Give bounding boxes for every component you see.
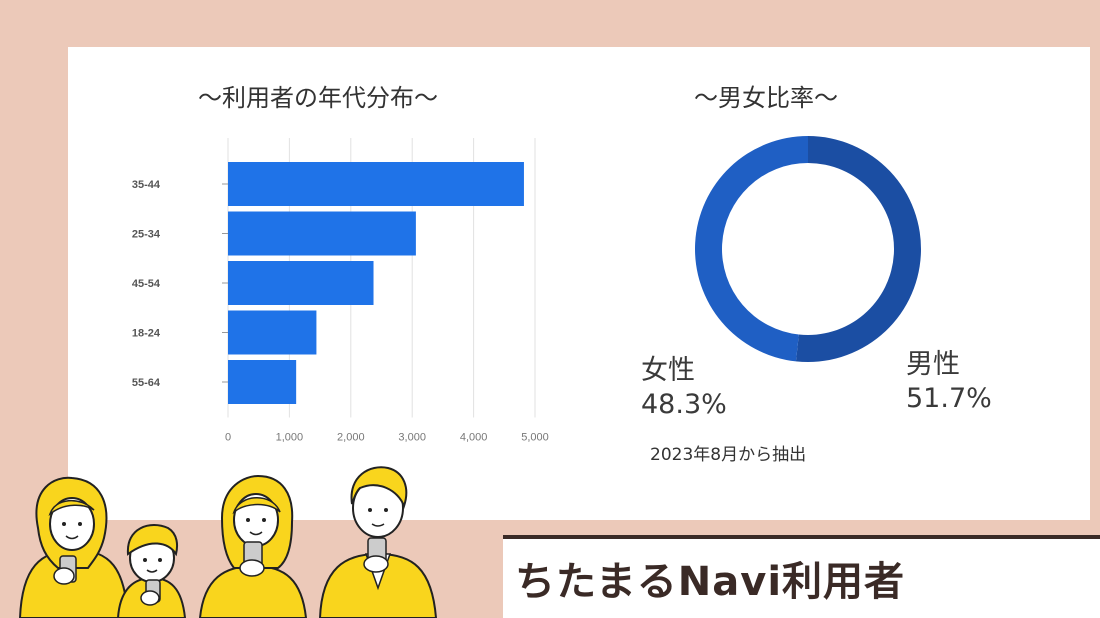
bar-35-44 bbox=[228, 162, 524, 206]
x-tick-label: 2,000 bbox=[337, 432, 365, 444]
female-name: 女性 bbox=[641, 355, 695, 386]
x-tick-label: 0 bbox=[225, 432, 231, 444]
y-tick-label: 25-34 bbox=[132, 229, 161, 241]
woman-figure-illustration-2 bbox=[198, 474, 308, 618]
y-tick-label: 18-24 bbox=[132, 328, 161, 340]
date-note: 2023年8月から抽出 bbox=[650, 445, 807, 465]
x-tick-label: 1,000 bbox=[276, 432, 304, 444]
female-percent: 48.3% bbox=[641, 389, 727, 420]
male-name: 男性 bbox=[906, 349, 960, 380]
bar-55-64 bbox=[228, 360, 297, 404]
x-tick-label: 4,000 bbox=[460, 432, 488, 444]
y-tick-label: 55-64 bbox=[132, 377, 161, 389]
y-tick-label: 45-54 bbox=[132, 278, 161, 290]
x-tick-label: 5,000 bbox=[521, 432, 549, 444]
title-banner: ちたまるNavi利用者 bbox=[503, 535, 1100, 618]
bar-25-34 bbox=[228, 211, 416, 256]
donut-slice-女性 bbox=[694, 136, 808, 362]
female-label: 女性 48.3% bbox=[641, 354, 727, 422]
donut-slice-男性 bbox=[795, 136, 921, 362]
male-label: 男性 51.7% bbox=[906, 348, 992, 416]
child-figure-illustration bbox=[116, 524, 187, 618]
male-percent: 51.7% bbox=[906, 383, 992, 414]
donut-chart-title: ～男女比率～ bbox=[694, 84, 838, 112]
y-tick-label: 35-44 bbox=[132, 179, 161, 191]
bar-18-24 bbox=[228, 310, 317, 355]
woman-figure-illustration bbox=[18, 476, 130, 618]
gender-ratio-donut-chart bbox=[694, 136, 921, 362]
x-tick-label: 3,000 bbox=[398, 432, 426, 444]
man-figure-illustration bbox=[318, 466, 438, 618]
bar-45-54 bbox=[228, 261, 374, 305]
users-illustration bbox=[18, 466, 438, 618]
bar-chart-title: ～利用者の年代分布～ bbox=[198, 84, 438, 112]
banner-title: ちたまるNavi利用者 bbox=[515, 559, 906, 605]
